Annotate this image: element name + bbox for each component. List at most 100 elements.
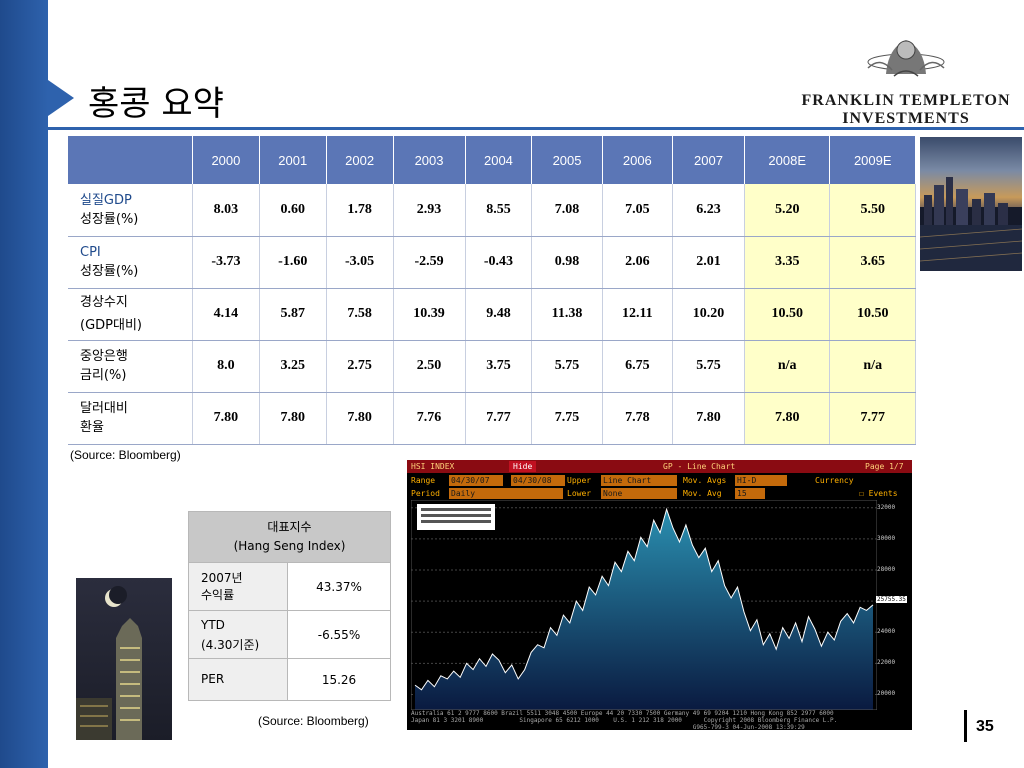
table-cell: 8.55	[465, 184, 533, 237]
events-checkbox-label[interactable]: ☐ Events	[859, 489, 898, 498]
franklin-templeton-logo: FRANKLIN TEMPLETON INVESTMENTS	[800, 26, 1012, 132]
table-row: 중앙은행 금리(%) 8.0 3.25 2.75 2.50 3.75 5.75 6…	[68, 340, 916, 393]
table-cell: -1.60	[259, 236, 327, 289]
hsi-row-key: 2007년 수익률	[188, 562, 288, 611]
table-cell: 0.60	[259, 184, 327, 237]
upper-select[interactable]: Line Chart	[601, 475, 677, 486]
table-header-cell: 2002	[326, 136, 394, 184]
row-label-line1: 경상수지	[80, 295, 128, 310]
table-cell: 6.75	[602, 340, 673, 393]
table-header-cell: 2009E	[829, 136, 916, 184]
table-cell: 7.75	[531, 392, 603, 445]
bloomberg-footer: Australia 61 2 9777 8600 Brazil 5511 304…	[411, 710, 911, 731]
table-cell: 10.20	[672, 288, 745, 341]
lower-label: Lower	[567, 489, 592, 498]
hsi-area-series	[415, 509, 873, 710]
table-cell: 7.80	[259, 392, 327, 445]
events-label: Events	[868, 489, 898, 498]
hsi-row-value: 15.26	[287, 658, 391, 701]
page-title: 홍콩 요약	[88, 84, 224, 124]
table-cell: -3.73	[192, 236, 260, 289]
mov-avgs-label: Mov. Avgs	[683, 476, 727, 485]
range-label: Range	[411, 476, 436, 485]
table-cell-estimate: n/a	[829, 340, 916, 393]
mov-avgs-select[interactable]: HI-D	[735, 475, 787, 486]
row-label-line2: 성장률(%)	[80, 264, 139, 279]
table-cell: 7.78	[602, 392, 673, 445]
left-sidebar-band	[0, 0, 48, 768]
table-cell-estimate: 5.50	[829, 184, 916, 237]
table-cell: 8.0	[192, 340, 260, 393]
table-cell-estimate: 3.35	[744, 236, 831, 289]
period-select[interactable]: Daily	[449, 488, 563, 499]
period-label: Period	[411, 489, 440, 498]
table-cell: 5.75	[531, 340, 603, 393]
row-label-line2: (GDP대비)	[80, 318, 142, 333]
table-cell: 7.05	[602, 184, 673, 237]
table-cell: 2.06	[602, 236, 673, 289]
table-cell-estimate: 7.80	[744, 392, 831, 445]
table-cell: 7.58	[326, 288, 394, 341]
row-label-line1: 실질GDP	[80, 192, 132, 208]
table-cell-estimate: 10.50	[829, 288, 916, 341]
row-label: 중앙은행 금리(%)	[68, 340, 193, 393]
hsi-row-key: PER	[188, 658, 288, 701]
table-header-cell: 2005	[531, 136, 603, 184]
footer-line-3: G965-799-3 04-Jun-2008 13:39:29	[411, 724, 805, 731]
table-cell-estimate: 7.77	[829, 392, 916, 445]
hide-button[interactable]: Hide	[509, 461, 537, 472]
tower-image-icon	[76, 586, 142, 740]
table-row: YTD (4.30기준) -6.55%	[188, 610, 391, 659]
y-tick-label: 22000	[877, 659, 896, 667]
table-cell: 2.93	[393, 184, 466, 237]
table-cell: 10.39	[393, 288, 466, 341]
table-cell: -2.59	[393, 236, 466, 289]
ticker-label: HSI INDEX	[411, 462, 455, 471]
hsi-row-value: -6.55%	[287, 610, 391, 659]
page-number: 35	[976, 718, 994, 735]
logo-line-2: INVESTMENTS	[842, 110, 970, 127]
table-row: 실질GDP 성장률(%) 8.03 0.60 1.78 2.93 8.55 7.0…	[68, 184, 916, 237]
hsi-row-key-line1: YTD	[201, 617, 225, 632]
mov-avg-label: Mov. Avg	[683, 489, 722, 498]
hong-kong-harbour-photo	[920, 137, 1022, 271]
source-note: (Source: Bloomberg)	[258, 714, 369, 728]
mov-avg-input[interactable]: 15	[735, 488, 765, 499]
lower-select[interactable]: None	[601, 488, 677, 499]
bloomberg-chart-panel: HSI INDEX Hide GP - Line Chart Page 1/7 …	[407, 460, 912, 731]
table-cell-estimate: 5.20	[744, 184, 831, 237]
skyline-image-icon	[920, 177, 1022, 271]
footer-line-1: Australia 61 2 9777 8600 Brazil 5511 304…	[411, 710, 834, 717]
table-header-cell: 2004	[465, 136, 533, 184]
page-indicator: Page 1/7	[865, 462, 904, 471]
ifc-tower-night-photo	[76, 578, 172, 740]
chart-title: GP - Line Chart	[663, 462, 736, 471]
hsi-header: 대표지수 (Hang Seng Index)	[188, 511, 391, 563]
row-label-line2: 금리(%)	[80, 368, 127, 383]
table-header-cell: 2006	[602, 136, 673, 184]
y-tick-label: 30000	[877, 534, 896, 542]
table-row: 경상수지 (GDP대비) 4.14 5.87 7.58 10.39 9.48 11…	[68, 288, 916, 341]
table-row: PER 15.26	[188, 658, 391, 701]
table-cell: 11.38	[531, 288, 603, 341]
range-from-input[interactable]: 04/30/07	[449, 475, 503, 486]
last-price-tag: 25755.35	[876, 596, 907, 603]
table-cell: 1.78	[326, 184, 394, 237]
row-label-line2: 환율	[80, 420, 104, 435]
currency-label: Currency	[815, 476, 854, 485]
hsi-row-key: YTD (4.30기준)	[188, 610, 288, 659]
table-row: CPI 성장률(%) -3.73 -1.60 -3.05 -2.59 -0.43 …	[68, 236, 916, 289]
logo-line-1: FRANKLIN TEMPLETON	[801, 92, 1011, 109]
hsi-row-key-line2: (4.30기준)	[201, 637, 260, 652]
hsi-header-row: 대표지수 (Hang Seng Index)	[188, 511, 391, 563]
source-note: (Source: Bloomberg)	[70, 448, 181, 462]
title-divider	[48, 127, 1024, 130]
row-label: 달러대비 환율	[68, 392, 193, 445]
row-label-line1: CPI	[80, 245, 101, 260]
title-arrow-icon	[48, 80, 74, 116]
range-to-input[interactable]: 04/30/08	[511, 475, 565, 486]
table-cell: -3.05	[326, 236, 394, 289]
table-cell: 2.01	[672, 236, 745, 289]
table-header-row: 2000 2001 2002 2003 2004 2005 2006 2007 …	[68, 136, 916, 184]
table-cell-estimate: n/a	[744, 340, 831, 393]
